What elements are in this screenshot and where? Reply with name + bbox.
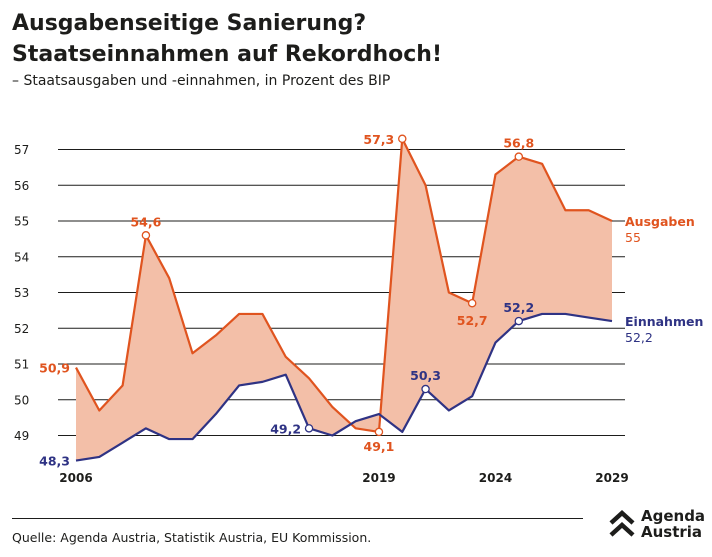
footer-divider [12,518,583,519]
chart-title-line1: Ausgabenseitige Sanierung? [12,11,367,36]
line-chart: 49 50 51 52 53 54 55 56 57 2006 2019 2024 2029 50,9 5… [14,132,703,485]
logo-text-line1: Agenda [641,507,706,525]
data-label-einnahmen-2025: 52,2 [503,300,534,315]
end-value-label-ausgaben: 55 [625,230,641,245]
chart-subtitle: – Staatsausgaben und -einnahmen, in Proz… [12,73,391,89]
data-point-ausgaben-2019 [374,427,384,437]
y-tick-label-57: 57 [14,143,29,157]
data-point-ausgaben-2025 [514,152,524,161]
logo-text-line2: Austria [641,523,703,541]
y-tick-label-50: 50 [14,393,29,407]
data-label-einnahmen-2021: 50,3 [410,368,441,383]
legend-label-ausgaben: Ausgaben [625,214,695,229]
y-tick-label-53: 53 [14,286,29,300]
x-tick-label-2029: 2029 [595,471,628,485]
y-tick-label-49: 49 [14,429,29,443]
data-label-einnahmen-2006: 48,3 [39,454,70,469]
data-point-ausgaben-2023 [467,298,477,308]
data-label-einnahmen-2016: 49,2 [270,421,301,436]
data-label-ausgaben-2019: 49,1 [364,439,395,454]
data-point-einnahmen-2021 [421,384,430,394]
x-tick-label-2019: 2019 [362,471,395,485]
x-tick-label-2006: 2006 [59,471,92,485]
label-layer: 2006 2019 2024 2029 50,9 54,6 49,1 57,3 52,7 56,8… [39,132,703,485]
y-tick-label-51: 51 [14,358,29,372]
data-point-einnahmen-2025 [514,316,524,326]
data-label-ausgaben-2025: 56,8 [503,136,534,151]
y-tick-label-56: 56 [14,179,29,193]
data-label-ausgaben-2006: 50,9 [39,361,70,376]
data-label-ausgaben-2020: 57,3 [363,132,394,147]
data-point-einnahmen-2016 [304,424,314,433]
y-tick-label-54: 54 [14,250,29,264]
data-point-ausgaben-2009 [141,231,151,240]
agenda-austria-logo: Agenda Austria [608,507,708,543]
x-tick-label-2024: 2024 [479,471,512,485]
end-value-label-einnahmen: 52,2 [625,330,653,345]
y-tick-label-52: 52 [14,322,29,336]
logo-text: Agenda Austria [641,508,705,540]
legend-label-einnahmen: Einnahmen [625,314,703,329]
data-point-ausgaben-2020 [398,134,407,144]
chart-title-line2: Staatseinnahmen auf Rekordhoch! [12,42,442,67]
data-label-ausgaben-2009: 54,6 [130,214,161,229]
chart-title: Ausgabenseitige Sanierung? Staatseinnahm… [12,8,442,70]
logo-chevron-icon [609,509,635,537]
y-tick-label-55: 55 [14,215,29,229]
data-label-ausgaben-2023: 52,7 [457,313,488,328]
source-note: Quelle: Agenda Austria, Statistik Austri… [12,530,372,545]
